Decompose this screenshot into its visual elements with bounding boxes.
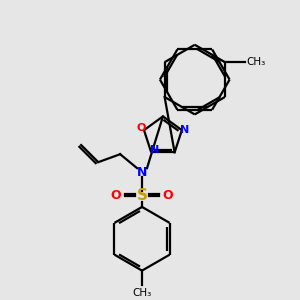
Text: O: O: [136, 123, 146, 133]
Text: O: O: [163, 190, 173, 202]
Text: S: S: [136, 188, 148, 203]
Text: N: N: [150, 146, 159, 155]
Text: CH₃: CH₃: [132, 287, 152, 298]
Text: N: N: [180, 125, 190, 135]
Text: CH₃: CH₃: [247, 57, 266, 67]
Text: N: N: [137, 166, 147, 178]
Text: O: O: [111, 190, 122, 202]
